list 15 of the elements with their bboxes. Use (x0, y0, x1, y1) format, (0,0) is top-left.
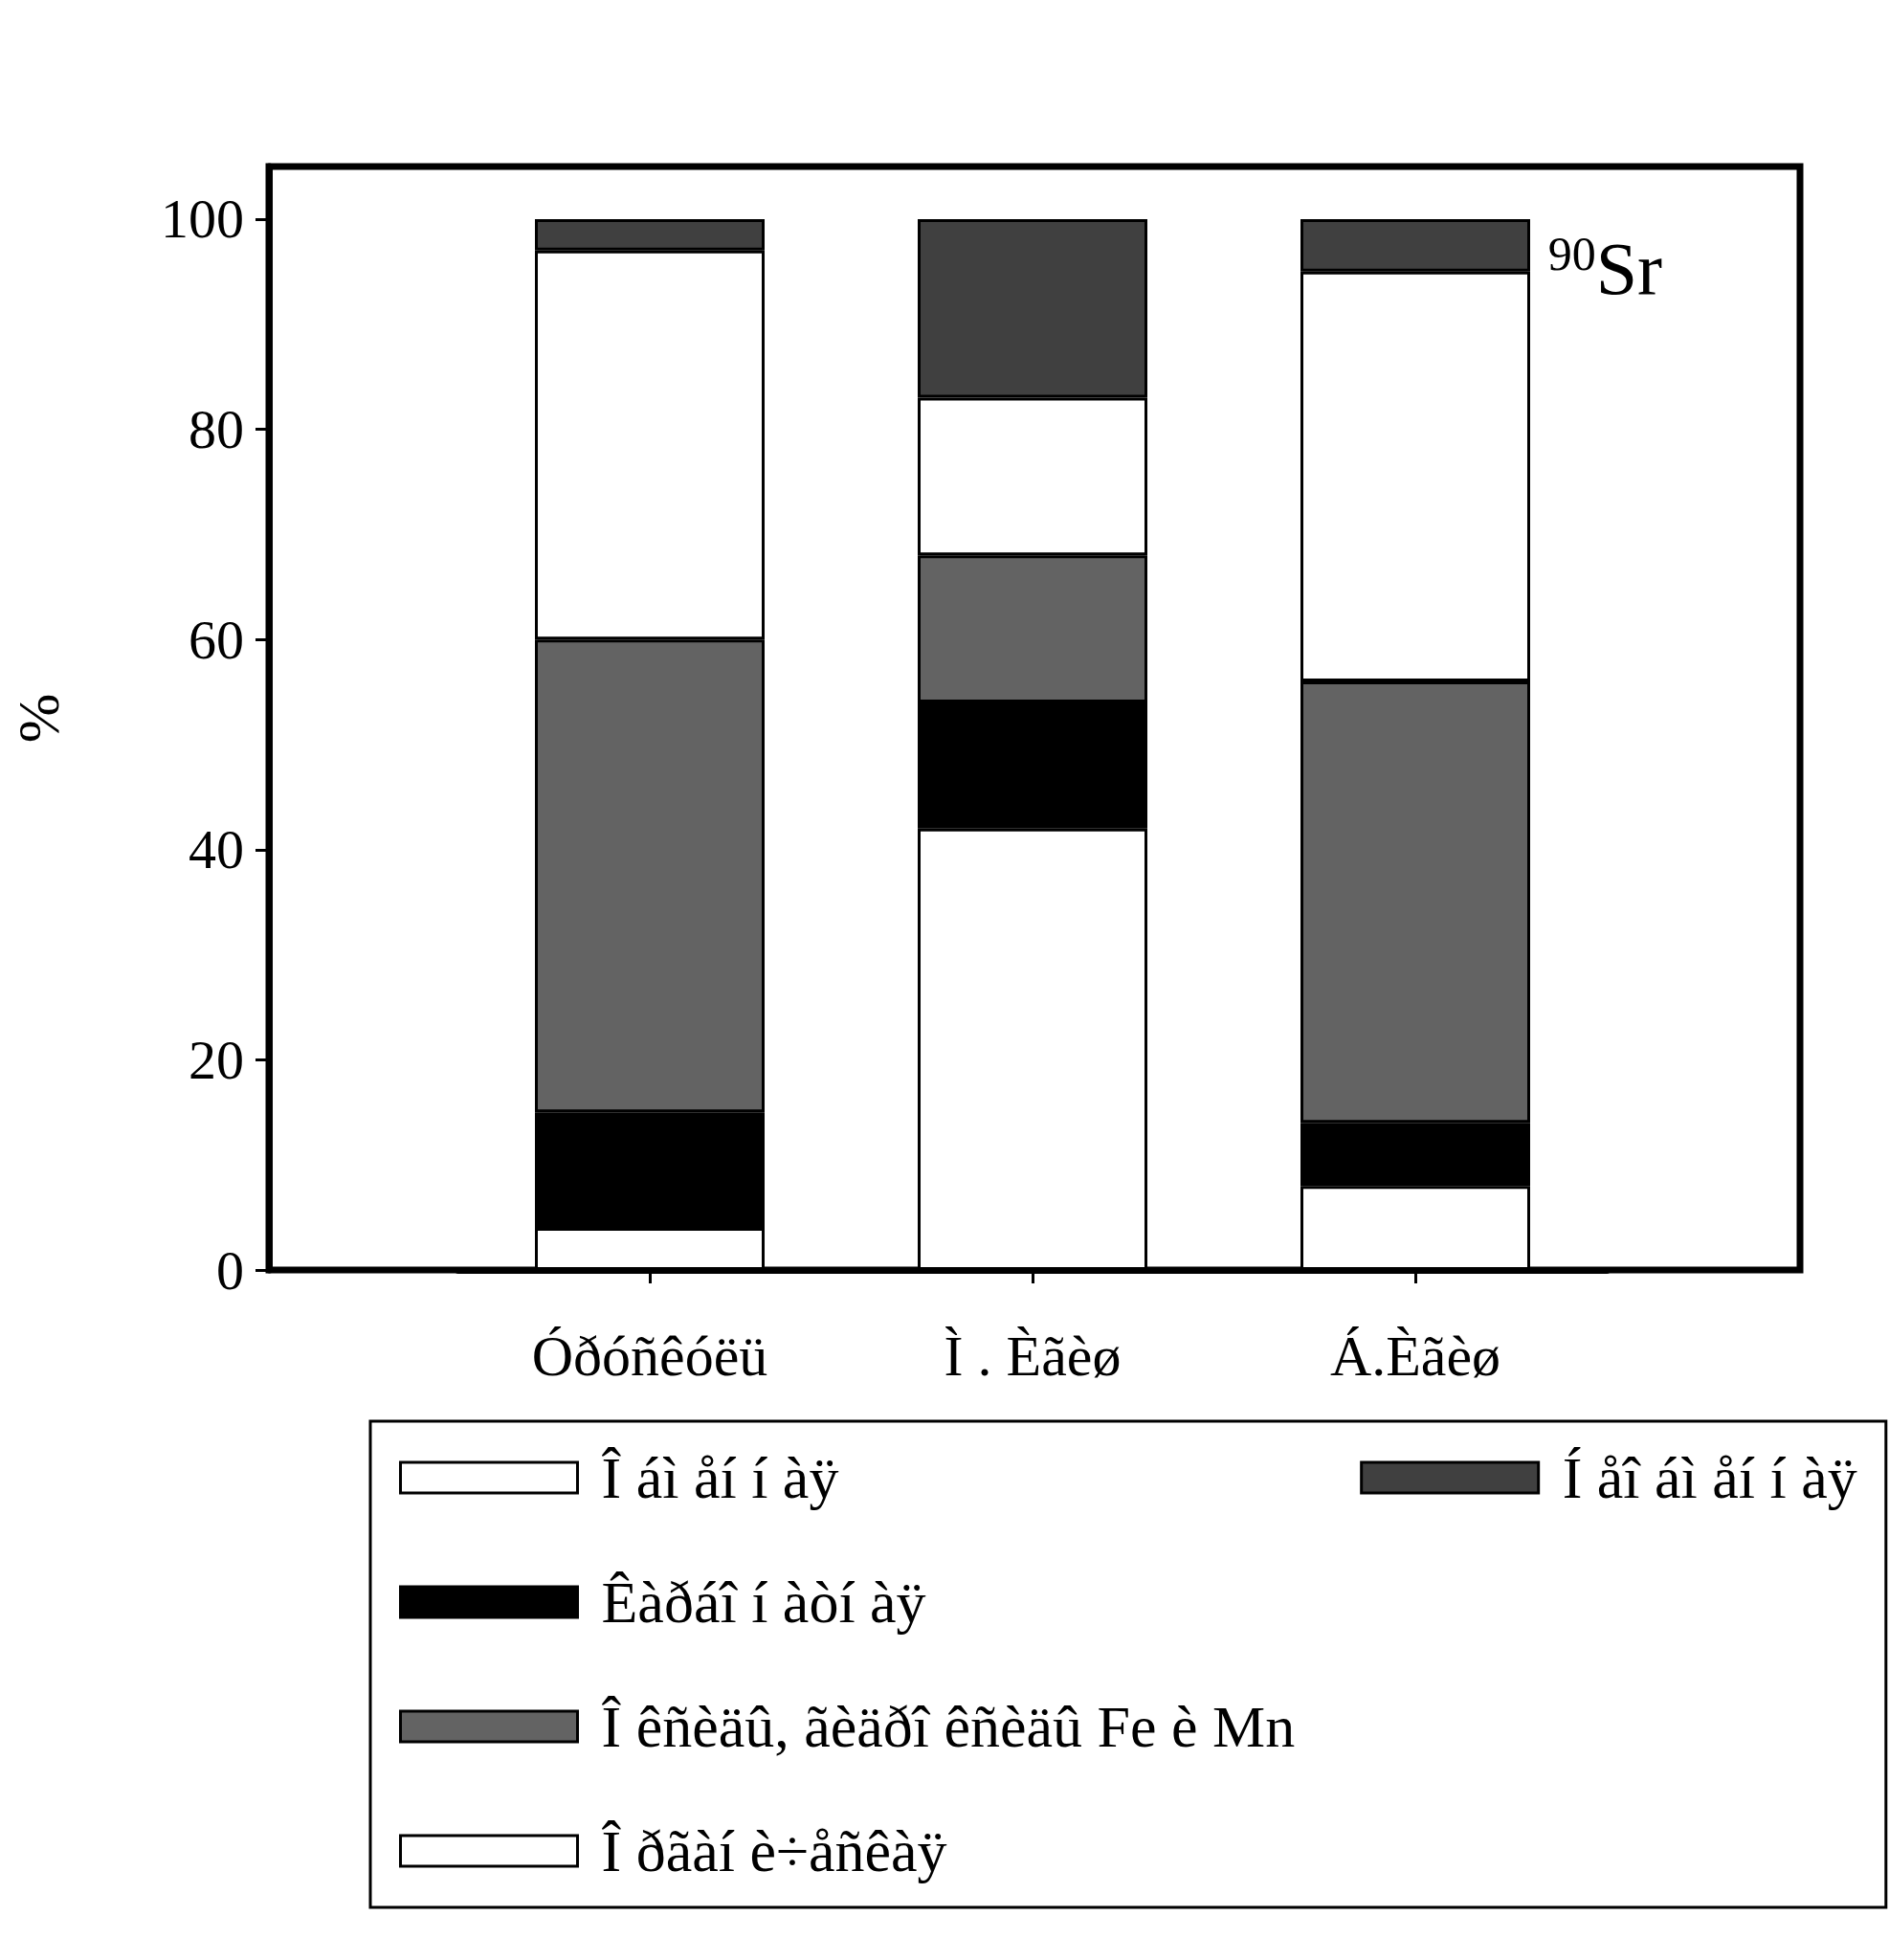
y-tick-label: 80 (189, 398, 244, 461)
x-tick-label: Ì . Èãèø (944, 1325, 1122, 1388)
y-axis-title: % (6, 693, 71, 744)
y-tick-label: 0 (216, 1238, 244, 1302)
legend-label: Í åî áì åí í àÿ (1562, 1445, 1857, 1510)
y-tick-label: 20 (189, 1028, 244, 1091)
x-tick-label: Óðóñêóëü (531, 1325, 768, 1388)
y-tick-label: 40 (189, 818, 244, 881)
legend-label: Î êñèäû, ãèäðî êñèäû Fe è Mn (601, 1694, 1296, 1759)
legend-label: Êàðáî í àòí àÿ (601, 1570, 926, 1635)
y-tick-label: 60 (189, 608, 244, 671)
y-tick-label: 100 (161, 188, 244, 251)
legend-label: Î áì åí í àÿ (601, 1445, 839, 1510)
x-tick-label: Á.Èãèø (1329, 1325, 1501, 1388)
legend-label: Î ðãàí è÷åñêàÿ (601, 1818, 947, 1883)
